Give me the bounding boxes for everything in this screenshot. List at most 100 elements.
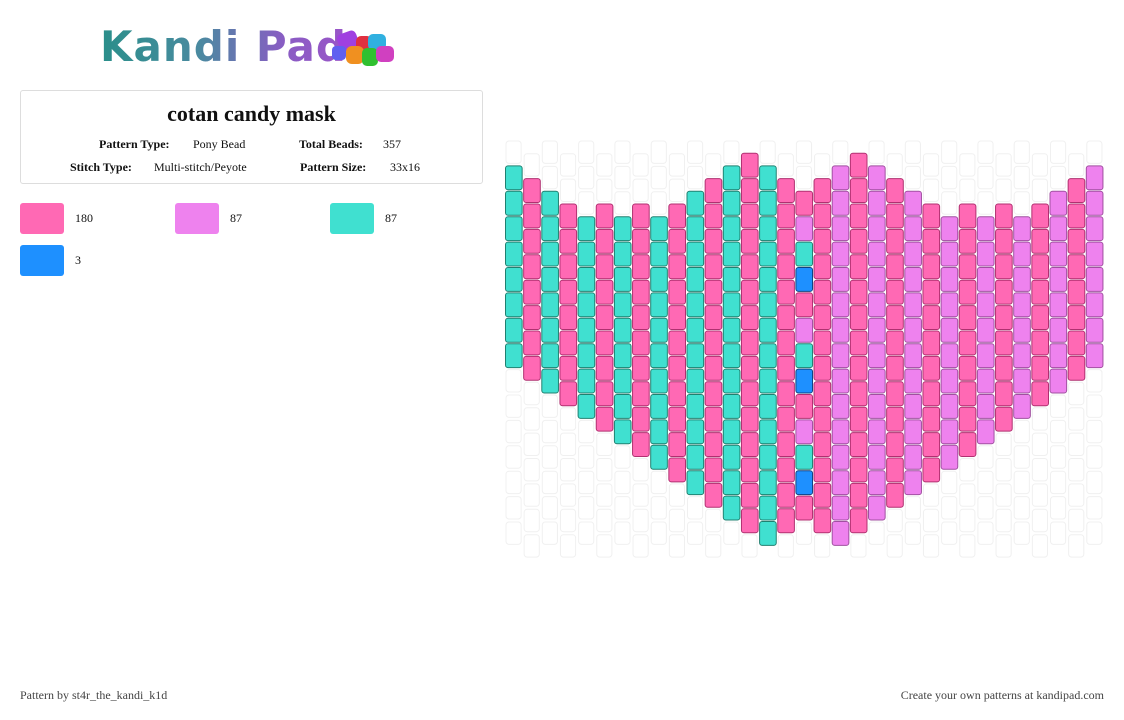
bead [1013, 343, 1031, 369]
bead [686, 292, 705, 318]
empty-cell [995, 153, 1012, 177]
bead [704, 178, 723, 204]
empty-cell [904, 140, 921, 164]
empty-cell [596, 432, 613, 457]
color-swatch[interactable] [20, 203, 64, 234]
bead [704, 457, 723, 483]
empty-cell [614, 496, 631, 520]
bead [759, 241, 777, 267]
bead [686, 267, 705, 292]
bead [668, 203, 686, 229]
bead [849, 279, 868, 305]
bead [831, 267, 850, 292]
empty-cell [1086, 140, 1103, 164]
bead [940, 444, 959, 470]
bead [740, 457, 759, 483]
bead [995, 228, 1013, 254]
bead [831, 317, 850, 343]
empty-cell [1050, 445, 1067, 469]
bead [541, 216, 559, 242]
empty-cell [1050, 394, 1067, 418]
bead [958, 381, 977, 407]
empty-cell [505, 419, 522, 444]
color-count: 87 [385, 211, 397, 225]
bead [759, 495, 777, 521]
empty-cell [650, 496, 667, 520]
empty-cell [596, 153, 613, 177]
bead [668, 355, 686, 381]
bead [849, 152, 868, 178]
empty-cell [1031, 407, 1048, 431]
bead [559, 279, 578, 305]
empty-cell [1068, 458, 1085, 482]
empty-cell [1050, 496, 1067, 520]
bead [1067, 355, 1086, 381]
bead [958, 203, 977, 229]
bead [868, 267, 886, 292]
empty-cell [759, 140, 776, 164]
empty-cell [1031, 508, 1048, 533]
bead [886, 406, 904, 432]
color-swatch[interactable] [175, 203, 219, 234]
empty-cell [596, 508, 613, 533]
empty-cell [995, 178, 1012, 203]
pattern-title: cotan candy mask [167, 101, 336, 126]
bead [976, 216, 995, 242]
bead [831, 190, 850, 216]
empty-cell [614, 521, 631, 545]
empty-cell [650, 191, 667, 215]
bead [759, 394, 777, 419]
empty-cell [977, 191, 994, 215]
bead [541, 292, 559, 318]
info-panel: cotan candy mask Pattern Type: Pony Bead… [20, 90, 483, 184]
bead [922, 457, 941, 483]
bead [650, 317, 668, 343]
bead [668, 228, 686, 254]
bead [1085, 343, 1104, 369]
bead [577, 216, 596, 242]
empty-cell [614, 470, 631, 495]
bead [849, 305, 868, 331]
bead [1085, 241, 1104, 267]
bead [668, 406, 686, 432]
bead [650, 419, 668, 445]
empty-cell [922, 178, 940, 203]
bead [904, 368, 922, 394]
empty-cell [941, 165, 958, 190]
bead [541, 343, 559, 369]
empty-cell [904, 521, 921, 545]
bead [886, 178, 904, 204]
bead [958, 254, 977, 280]
bead [523, 254, 541, 280]
empty-cell [668, 508, 685, 533]
empty-cell [668, 534, 685, 558]
color-swatch[interactable] [330, 203, 374, 234]
empty-cell [614, 445, 631, 469]
empty-cell [977, 521, 994, 545]
bead [523, 279, 541, 305]
bead [904, 470, 922, 496]
empty-cell [578, 191, 595, 215]
bead [595, 381, 614, 407]
bead [686, 216, 705, 242]
bead [1049, 190, 1068, 216]
bead [740, 228, 759, 254]
color-swatch[interactable] [20, 245, 64, 276]
bead [886, 330, 904, 356]
empty-cell [850, 534, 867, 558]
bead [976, 267, 995, 292]
promo[interactable]: Create your own patterns at kandipad.com [900, 688, 1104, 702]
empty-cell [523, 508, 540, 533]
bead [722, 495, 741, 521]
empty-cell [1031, 178, 1048, 203]
color-count: 180 [75, 211, 93, 225]
empty-cell [505, 496, 522, 520]
bead [559, 203, 578, 229]
logo[interactable]: Kandi Pad [100, 22, 410, 78]
bead [505, 292, 523, 318]
bead [650, 267, 668, 292]
empty-cell [959, 153, 976, 177]
bead [904, 317, 922, 343]
empty-cell [650, 140, 667, 164]
bead [1013, 368, 1031, 394]
